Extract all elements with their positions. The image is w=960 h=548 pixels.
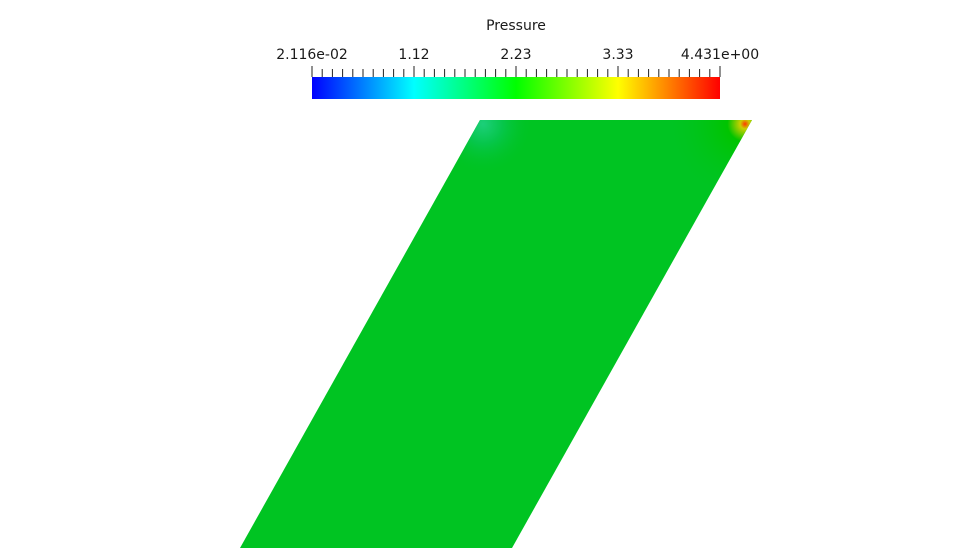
colorbar-min-label: 2.116e-02	[276, 47, 348, 63]
colorbar-ticks	[311, 66, 721, 77]
colorbar-tick-label-3: 3.33	[602, 47, 634, 63]
colorbar-max-label: 4.431e+00	[680, 47, 760, 63]
colorbar-graphic	[311, 66, 721, 99]
colorbar-title: Pressure	[486, 18, 546, 34]
colorbar-tick-label-2: 2.23	[500, 47, 532, 63]
colorbar-tick-label-1: 1.12	[398, 47, 430, 63]
colorbar-gradient	[312, 77, 720, 99]
